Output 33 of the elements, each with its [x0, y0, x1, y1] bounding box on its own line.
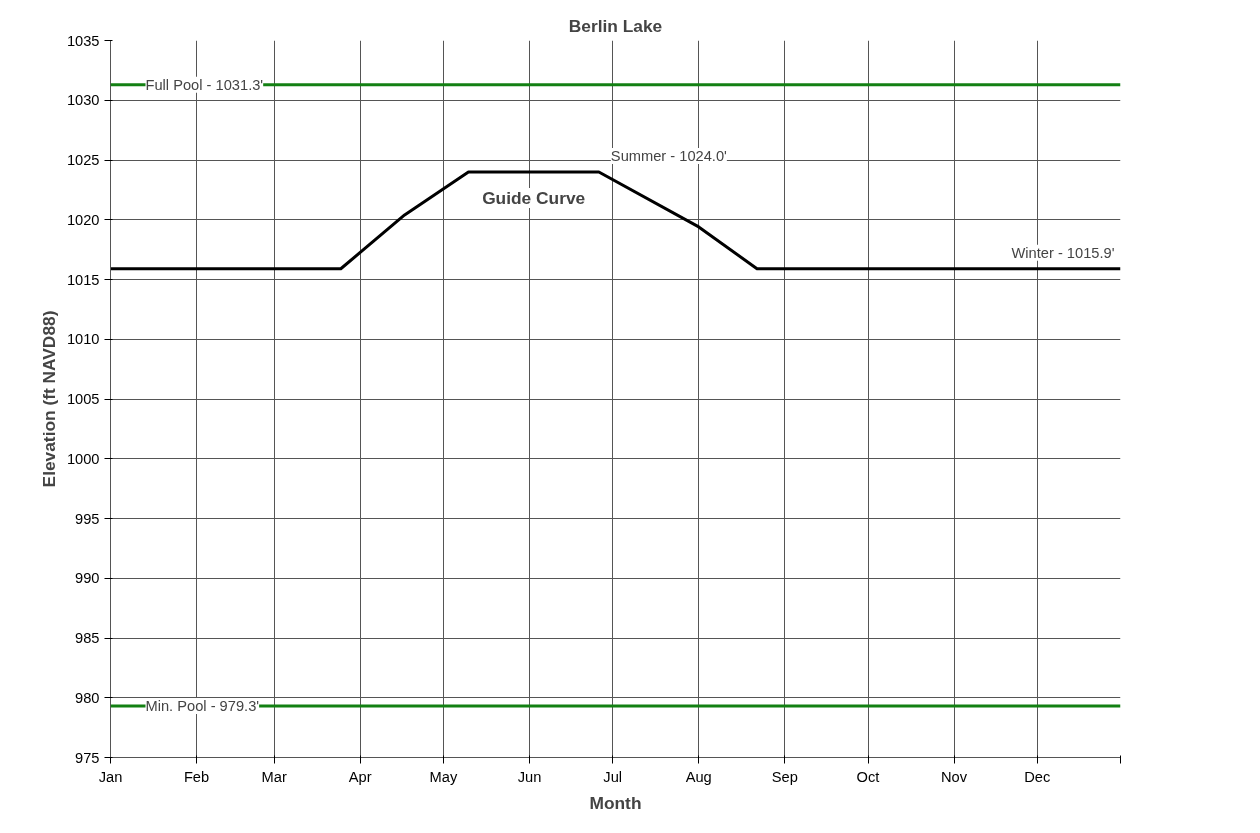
- x-tick-label: Dec: [1024, 768, 1051, 785]
- x-tick-label: Nov: [940, 768, 968, 785]
- chart-title: Berlin Lake: [568, 15, 663, 36]
- x-tick-label: Apr: [348, 768, 372, 785]
- y-tick-label: 1025: [66, 152, 100, 168]
- x-axis-title: Month: [589, 792, 642, 813]
- ref-line-label: Full Pool - 1031.3': [145, 76, 264, 93]
- x-tick-label: Aug: [685, 768, 712, 785]
- y-tick-label: 1015: [66, 271, 100, 288]
- y-tick-label: 995: [75, 510, 100, 527]
- x-tick-label: Jan: [98, 768, 123, 785]
- y-tick-label: 1030: [66, 92, 100, 109]
- x-tick-label: Mar: [261, 768, 287, 785]
- x-tick-label: Sep: [771, 768, 798, 785]
- y-tick-label: 1020: [66, 211, 100, 228]
- x-tick-label: Jul: [603, 768, 623, 785]
- y-tick-label: 980: [75, 689, 100, 706]
- x-tick-label: Feb: [183, 768, 210, 785]
- y-tick-label: 1010: [66, 331, 100, 348]
- y-tick-label: 1035: [66, 32, 100, 49]
- x-tick-label: Oct: [856, 768, 880, 785]
- x-tick-label: May: [429, 768, 458, 785]
- y-tick-label: 975: [75, 749, 100, 766]
- annotation: Summer - 1024.0': [610, 147, 728, 164]
- y-tick-label: 1005: [66, 391, 100, 407]
- series-label: Guide Curve: [482, 187, 586, 208]
- ref-line-label: Min. Pool - 979.3': [145, 698, 260, 715]
- annotation: Winter - 1015.9': [1011, 244, 1115, 261]
- y-tick-label: 985: [75, 630, 100, 646]
- x-tick-label: Jun: [517, 768, 542, 785]
- y-tick-label: 990: [75, 570, 100, 587]
- y-tick-label: 1000: [66, 450, 100, 467]
- y-axis-title: Elevation (ft NAVD88): [38, 310, 59, 488]
